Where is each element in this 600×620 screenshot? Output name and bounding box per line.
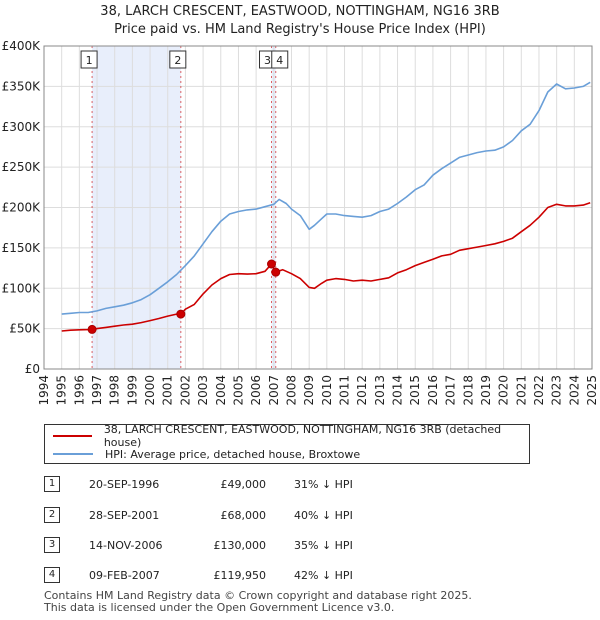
hpi-line — [61, 81, 591, 315]
x-tick-label: 1994 — [37, 375, 51, 406]
x-tick-label: 2017 — [444, 375, 458, 406]
x-tick-label: 2008 — [284, 375, 298, 406]
sale-label: 4 — [276, 54, 283, 67]
sale-date: 28-SEP-2001 — [89, 509, 160, 522]
y-tick-label: £100K — [2, 281, 42, 295]
legend-label-hpi: HPI: Average price, detached house, Brox… — [105, 447, 361, 461]
sale-date: 09-FEB-2007 — [89, 569, 160, 582]
x-tick-label: 2007 — [267, 375, 281, 406]
x-tick-label: 1998 — [108, 375, 122, 406]
x-tick-label: 2020 — [497, 375, 511, 406]
x-tick-label: 2011 — [338, 375, 352, 406]
y-tick-label: £250K — [2, 160, 42, 174]
x-tick-label: 2009 — [302, 375, 316, 406]
x-tick-label: 1997 — [90, 375, 104, 406]
y-tick-label: £300K — [2, 120, 42, 134]
x-tick-label: 2015 — [408, 375, 422, 406]
sale-number-badge: 4 — [44, 567, 60, 583]
sale-hpi-diff: 40% ↓ HPI — [294, 509, 353, 522]
table-row: 2 28-SEP-2001 £68,000 40% ↓ HPI — [44, 507, 444, 525]
sale-hpi-diff: 31% ↓ HPI — [294, 478, 353, 491]
x-tick-label: 2023 — [550, 375, 564, 406]
x-tick-label: 2010 — [320, 375, 334, 406]
x-tick-label: 2019 — [479, 375, 493, 406]
plot-border — [43, 45, 593, 370]
footer: Contains HM Land Registry data © Crown c… — [44, 590, 472, 614]
sale-number-badge: 3 — [44, 537, 60, 553]
x-tick-label: 2024 — [567, 375, 581, 406]
y-tick-label: £0 — [25, 362, 40, 376]
sale-number-badge: 2 — [44, 507, 60, 523]
sale-label: 2 — [174, 54, 181, 67]
x-tick-label: 2002 — [178, 375, 192, 406]
x-tick-label: 2003 — [196, 375, 210, 406]
sale-hpi-diff: 42% ↓ HPI — [294, 569, 353, 582]
x-tick-label: 2022 — [532, 375, 546, 406]
sale-date: 20-SEP-1996 — [89, 478, 160, 491]
sale-label-box — [271, 50, 289, 69]
table-row: 3 14-NOV-2006 £130,000 35% ↓ HPI — [44, 537, 444, 555]
chart-subtitle: Price paid vs. HM Land Registry's House … — [114, 22, 486, 37]
x-tick-label: 2018 — [461, 375, 475, 406]
y-tick-label: £150K — [2, 241, 42, 255]
x-tick-label: 2012 — [355, 375, 369, 406]
sale-hpi-diff: 35% ↓ HPI — [294, 539, 353, 552]
sale-point — [176, 309, 186, 319]
sale-date: 14-NOV-2006 — [89, 539, 163, 552]
x-tick-label: 2025 — [585, 375, 599, 406]
sale-number-badge: 1 — [44, 476, 60, 492]
sale-label: 3 — [264, 54, 271, 67]
x-tick-label: 1996 — [72, 375, 86, 406]
sale-label: 1 — [86, 54, 93, 67]
legend-item-property: 38, LARCH CRESCENT, EASTWOOD, NOTTINGHAM… — [53, 423, 529, 449]
sale-price: £68,000 — [220, 509, 267, 522]
x-tick-label: 2016 — [426, 375, 440, 406]
y-tick-label: £400K — [2, 39, 42, 53]
chart-title: 38, LARCH CRESCENT, EASTWOOD, NOTTINGHAM… — [100, 4, 500, 19]
x-tick-label: 2001 — [161, 375, 175, 406]
x-tick-label: 2004 — [214, 375, 228, 406]
x-tick-label: 2006 — [249, 375, 263, 406]
sale-label-box — [80, 50, 98, 69]
sale-point — [271, 267, 281, 277]
sale-price: £130,000 — [213, 539, 267, 552]
footer-copyright: Contains HM Land Registry data © Crown c… — [44, 589, 472, 602]
y-tick-label: £50K — [9, 322, 41, 336]
x-tick-label: 1999 — [125, 375, 139, 406]
sale-price: £49,000 — [220, 478, 267, 491]
sale-price: £119,950 — [213, 569, 267, 582]
table-row: 1 20-SEP-1996 £49,000 31% ↓ HPI — [44, 476, 444, 494]
x-tick-label: 2014 — [391, 375, 405, 406]
x-tick-label: 2000 — [143, 375, 157, 406]
y-tick-label: £200K — [2, 201, 42, 215]
legend-swatch-property — [53, 435, 92, 437]
sale-point — [87, 324, 97, 334]
legend-item-hpi: HPI: Average price, detached house, Brox… — [53, 446, 360, 462]
x-tick-label: 2005 — [231, 375, 245, 406]
table-row: 4 09-FEB-2007 £119,950 42% ↓ HPI — [44, 567, 444, 585]
sale-point — [267, 259, 277, 269]
chart-legend: 38, LARCH CRESCENT, EASTWOOD, NOTTINGHAM… — [44, 423, 530, 464]
price-chart: £0 £50K £100K £150K £200K £250K £300K £350K £400… — [2, 39, 599, 406]
legend-swatch-hpi — [53, 453, 93, 455]
property-price-line — [61, 201, 591, 332]
sale-label-box — [169, 50, 187, 69]
y-tick-label: £350K — [2, 79, 42, 93]
footer-licence: This data is licensed under the Open Gov… — [44, 601, 395, 614]
x-tick-label: 2021 — [514, 375, 528, 406]
x-tick-label: 1995 — [55, 375, 69, 406]
x-tick-label: 2013 — [373, 375, 387, 406]
legend-label-property: 38, LARCH CRESCENT, EASTWOOD, NOTTINGHAM… — [103, 423, 502, 449]
